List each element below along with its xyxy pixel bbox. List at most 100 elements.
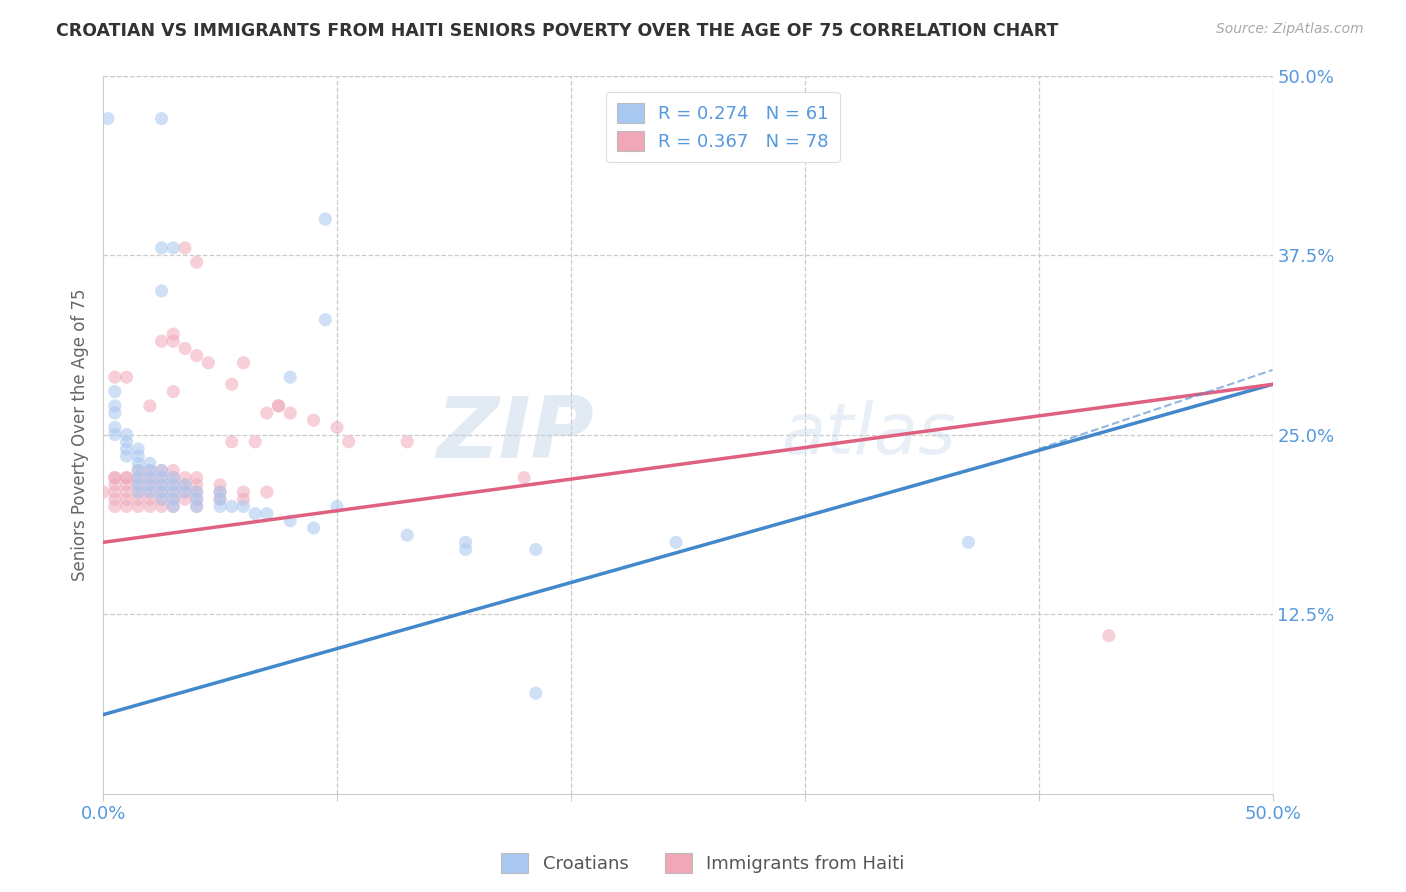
- Point: [139, 471, 162, 485]
- Point: [150, 471, 173, 485]
- Point: [186, 500, 208, 514]
- Point: [150, 112, 173, 126]
- Point: [326, 420, 349, 434]
- Point: [278, 514, 301, 528]
- Point: [104, 492, 127, 507]
- Point: [396, 434, 419, 449]
- Point: [104, 370, 127, 384]
- Point: [256, 485, 278, 500]
- Point: [162, 334, 184, 349]
- Point: [232, 492, 254, 507]
- Point: [174, 342, 197, 356]
- Point: [139, 399, 162, 413]
- Point: [326, 500, 349, 514]
- Point: [104, 384, 127, 399]
- Point: [162, 463, 184, 477]
- Point: [243, 507, 266, 521]
- Legend: Croatians, Immigrants from Haiti: Croatians, Immigrants from Haiti: [494, 846, 912, 880]
- Point: [150, 463, 173, 477]
- Point: [957, 535, 980, 549]
- Point: [150, 485, 173, 500]
- Point: [209, 485, 232, 500]
- Point: [302, 413, 325, 427]
- Point: [104, 471, 127, 485]
- Point: [221, 377, 243, 392]
- Point: [150, 485, 173, 500]
- Point: [162, 478, 184, 492]
- Point: [127, 463, 149, 477]
- Point: [524, 686, 547, 700]
- Point: [139, 463, 162, 477]
- Point: [104, 485, 127, 500]
- Point: [454, 542, 477, 557]
- Point: [104, 427, 127, 442]
- Point: [127, 485, 149, 500]
- Point: [162, 492, 184, 507]
- Point: [162, 500, 184, 514]
- Point: [174, 478, 197, 492]
- Point: [115, 492, 138, 507]
- Point: [127, 463, 149, 477]
- Point: [115, 478, 138, 492]
- Point: [127, 478, 149, 492]
- Point: [150, 284, 173, 298]
- Point: [665, 535, 688, 549]
- Point: [104, 399, 127, 413]
- Point: [314, 212, 336, 227]
- Point: [243, 434, 266, 449]
- Point: [162, 471, 184, 485]
- Point: [150, 471, 173, 485]
- Point: [162, 478, 184, 492]
- Point: [139, 492, 162, 507]
- Point: [150, 334, 173, 349]
- Point: [174, 478, 197, 492]
- Point: [197, 356, 219, 370]
- Text: Source: ZipAtlas.com: Source: ZipAtlas.com: [1216, 22, 1364, 37]
- Point: [127, 442, 149, 456]
- Point: [162, 384, 184, 399]
- Point: [232, 485, 254, 500]
- Point: [139, 478, 162, 492]
- Text: ZIP: ZIP: [437, 393, 595, 476]
- Point: [150, 478, 173, 492]
- Point: [115, 427, 138, 442]
- Point: [209, 500, 232, 514]
- Point: [150, 241, 173, 255]
- Point: [174, 485, 197, 500]
- Point: [396, 528, 419, 542]
- Point: [221, 434, 243, 449]
- Point: [127, 500, 149, 514]
- Point: [115, 442, 138, 456]
- Point: [524, 542, 547, 557]
- Point: [162, 485, 184, 500]
- Point: [127, 478, 149, 492]
- Point: [162, 471, 184, 485]
- Point: [209, 492, 232, 507]
- Point: [104, 478, 127, 492]
- Point: [232, 500, 254, 514]
- Text: atlas: atlas: [782, 401, 956, 469]
- Point: [209, 478, 232, 492]
- Y-axis label: Seniors Poverty Over the Age of 75: Seniors Poverty Over the Age of 75: [72, 288, 89, 581]
- Point: [267, 399, 290, 413]
- Point: [139, 463, 162, 477]
- Point: [209, 485, 232, 500]
- Point: [162, 241, 184, 255]
- Point: [186, 478, 208, 492]
- Point: [127, 449, 149, 463]
- Point: [104, 420, 127, 434]
- Point: [221, 500, 243, 514]
- Point: [162, 485, 184, 500]
- Point: [139, 500, 162, 514]
- Point: [104, 406, 127, 420]
- Point: [139, 471, 162, 485]
- Point: [150, 492, 173, 507]
- Point: [127, 471, 149, 485]
- Point: [186, 255, 208, 269]
- Point: [127, 485, 149, 500]
- Point: [278, 370, 301, 384]
- Point: [139, 485, 162, 500]
- Point: [186, 485, 208, 500]
- Point: [174, 241, 197, 255]
- Point: [1098, 629, 1121, 643]
